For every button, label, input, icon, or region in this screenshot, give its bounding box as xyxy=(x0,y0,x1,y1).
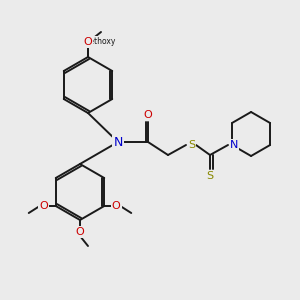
Text: O: O xyxy=(76,227,84,237)
Text: O: O xyxy=(144,110,152,120)
Text: S: S xyxy=(188,140,196,150)
Text: N: N xyxy=(113,136,123,148)
Text: O: O xyxy=(39,201,48,211)
Text: O: O xyxy=(82,36,90,46)
Text: O: O xyxy=(112,201,121,211)
Text: methoxy: methoxy xyxy=(82,37,116,46)
Text: S: S xyxy=(206,171,214,181)
Text: N: N xyxy=(230,140,238,150)
Text: O: O xyxy=(84,37,92,47)
